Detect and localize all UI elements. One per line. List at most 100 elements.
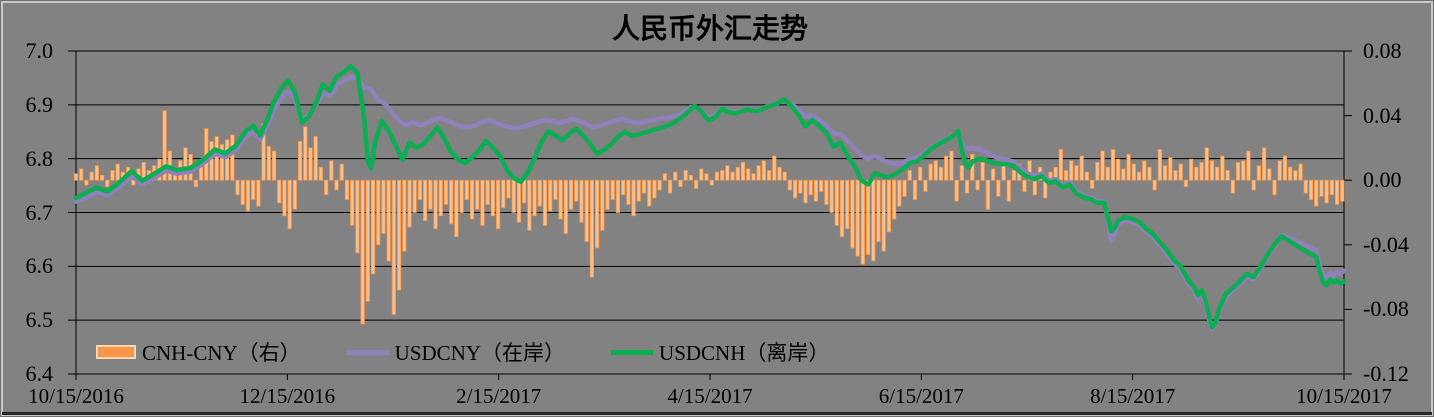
bar-cnh-cny-spread [938,166,944,181]
bar-cnh-cny-spread [1246,150,1251,181]
bar-cnh-cny-spread [824,179,829,205]
bar-cnh-cny-spread [381,179,386,234]
bar-cnh-cny-spread [761,160,766,181]
bar-cnh-cny-spread [73,173,79,181]
left-axis-tick-label: 6.9 [25,91,54,117]
bar-cnh-cny-spread [313,136,318,181]
bar-cnh-cny-spread [793,179,798,199]
bar-cnh-cny-spread [756,165,761,181]
bar-cnh-cny-spread [1095,162,1100,181]
bar-cnh-cny-spread [303,126,308,181]
bar-cnh-cny-spread [245,179,251,212]
bar-cnh-cny-spread [944,155,949,181]
bar-cnh-cny-spread [662,173,667,181]
bar-cnh-cny-spread [370,179,376,275]
bar-cnh-cny-spread [907,170,912,181]
bar-cnh-cny-spread [350,179,355,226]
x-axis-tick-label: 10/15/2017 [1296,384,1392,408]
chart-title: 人民币外汇走势 [611,13,808,44]
bar-cnh-cny-spread [240,179,245,205]
legend-item-usdcny: USDCNY（在岸） [346,337,565,367]
bar-cnh-cny-spread [193,179,198,188]
bar-cnh-cny-spread [516,179,522,223]
x-axis-tick-label: 2/15/2017 [456,384,542,408]
bar-cnh-cny-spread [673,171,678,181]
right-axis-tick-label: -0.08 [1363,296,1409,322]
bar-cnh-cny-spread [1027,160,1032,181]
bar-cnh-cny-spread [501,179,506,209]
bar-cnh-cny-spread [1147,166,1152,181]
bar-cnh-cny-spread [235,179,240,196]
bar-cnh-cny-spread [1329,179,1334,196]
left-axis-tick-label: 6.8 [25,145,54,171]
bar-cnh-cny-spread [839,179,845,238]
bar-cnh-cny-spread [777,166,782,181]
legend: CNH-CNY（右） USDCNY（在岸） USDCNH（离岸） [96,337,829,367]
legend-label: CNH-CNY（右） [142,341,301,365]
bar-cnh-cny-spread [735,166,740,181]
bar-cnh-cny-spread [871,179,876,262]
bar-cnh-cny-spread [324,179,329,196]
bar-cnh-cny-spread [563,179,568,234]
bar-cnh-cny-spread [1069,160,1074,181]
bar-cnh-cny-spread [480,179,485,226]
bar-cnh-cny-spread [443,179,449,205]
bar-cnh-cny-spread [1157,149,1162,181]
bar-cnh-cny-spread [923,179,928,192]
bar-cnh-cny-spread [214,136,219,181]
bar-cnh-cny-spread [1121,168,1126,181]
bar-cnh-cny-spread [344,179,350,200]
bar-cnh-cny-spread [1334,179,1340,205]
bar-cnh-cny-spread [396,179,402,291]
chart-bottom-border [2,412,1432,415]
left-axis-tick-label: 6.6 [25,253,54,279]
bar-cnh-cny-spread [1251,179,1256,191]
bar-cnh-cny-spread [667,179,673,194]
bar-cnh-cny-spread [407,179,412,228]
bar-cnh-cny-spread [834,179,839,226]
bar-cnh-cny-spread [949,150,954,181]
bar-cnh-cny-spread [694,179,699,189]
bar-cnh-cny-spread [865,179,871,255]
bar-cnh-cny-spread [584,179,589,242]
bar-cnh-cny-spread [527,179,532,231]
bar-cnh-cny-spread [579,179,584,223]
bar-cnh-cny-spread [621,179,626,196]
bar-cnh-cny-spread [740,162,746,181]
bar-cnh-cny-spread [787,179,793,191]
bar-cnh-cny-spread [725,165,730,181]
line-swatch-icon [611,349,654,355]
bar-cnh-cny-spread [720,170,725,181]
bar-cnh-cny-spread [1282,155,1288,181]
bar-cnh-cny-spread [975,179,980,191]
bar-cnh-cny-spread [209,141,214,181]
bar-cnh-cny-spread [1074,165,1079,181]
bar-cnh-cny-spread [803,179,808,204]
bar-cnh-cny-spread [1136,171,1142,181]
bar-swatch-icon [96,345,136,359]
bar-cnh-cny-spread [730,171,735,181]
legend-label: USDCNH（离岸） [659,341,830,365]
bar-cnh-cny-spread [110,170,115,181]
bar-cnh-cny-spread [902,179,907,197]
bar-cnh-cny-spread [1011,170,1017,181]
bar-cnh-cny-spread [876,179,881,242]
legend-item-usdcnh: USDCNH（离岸） [611,337,829,367]
bar-cnh-cny-spread [709,179,714,186]
bar-cnh-cny-spread [589,179,594,278]
bar-cnh-cny-spread [417,179,423,200]
bar-cnh-cny-spread [391,179,396,315]
bar-cnh-cny-spread [1241,160,1246,181]
bar-cnh-cny-spread [386,179,391,262]
bar-cnh-cny-spread [412,179,417,213]
bar-cnh-cny-spread [1001,165,1006,181]
bar-cnh-cny-spread [329,160,334,181]
bar-cnh-cny-spread [1256,165,1261,181]
bar-cnh-cny-spread [522,179,527,204]
bar-cnh-cny-spread [855,179,860,257]
bar-cnh-cny-spread [850,179,855,249]
bar-cnh-cny-spread [433,179,438,230]
bar-cnh-cny-spread [282,179,287,217]
bar-cnh-cny-spread [1079,155,1084,181]
right-axis-tick-label: -0.12 [1363,361,1409,386]
